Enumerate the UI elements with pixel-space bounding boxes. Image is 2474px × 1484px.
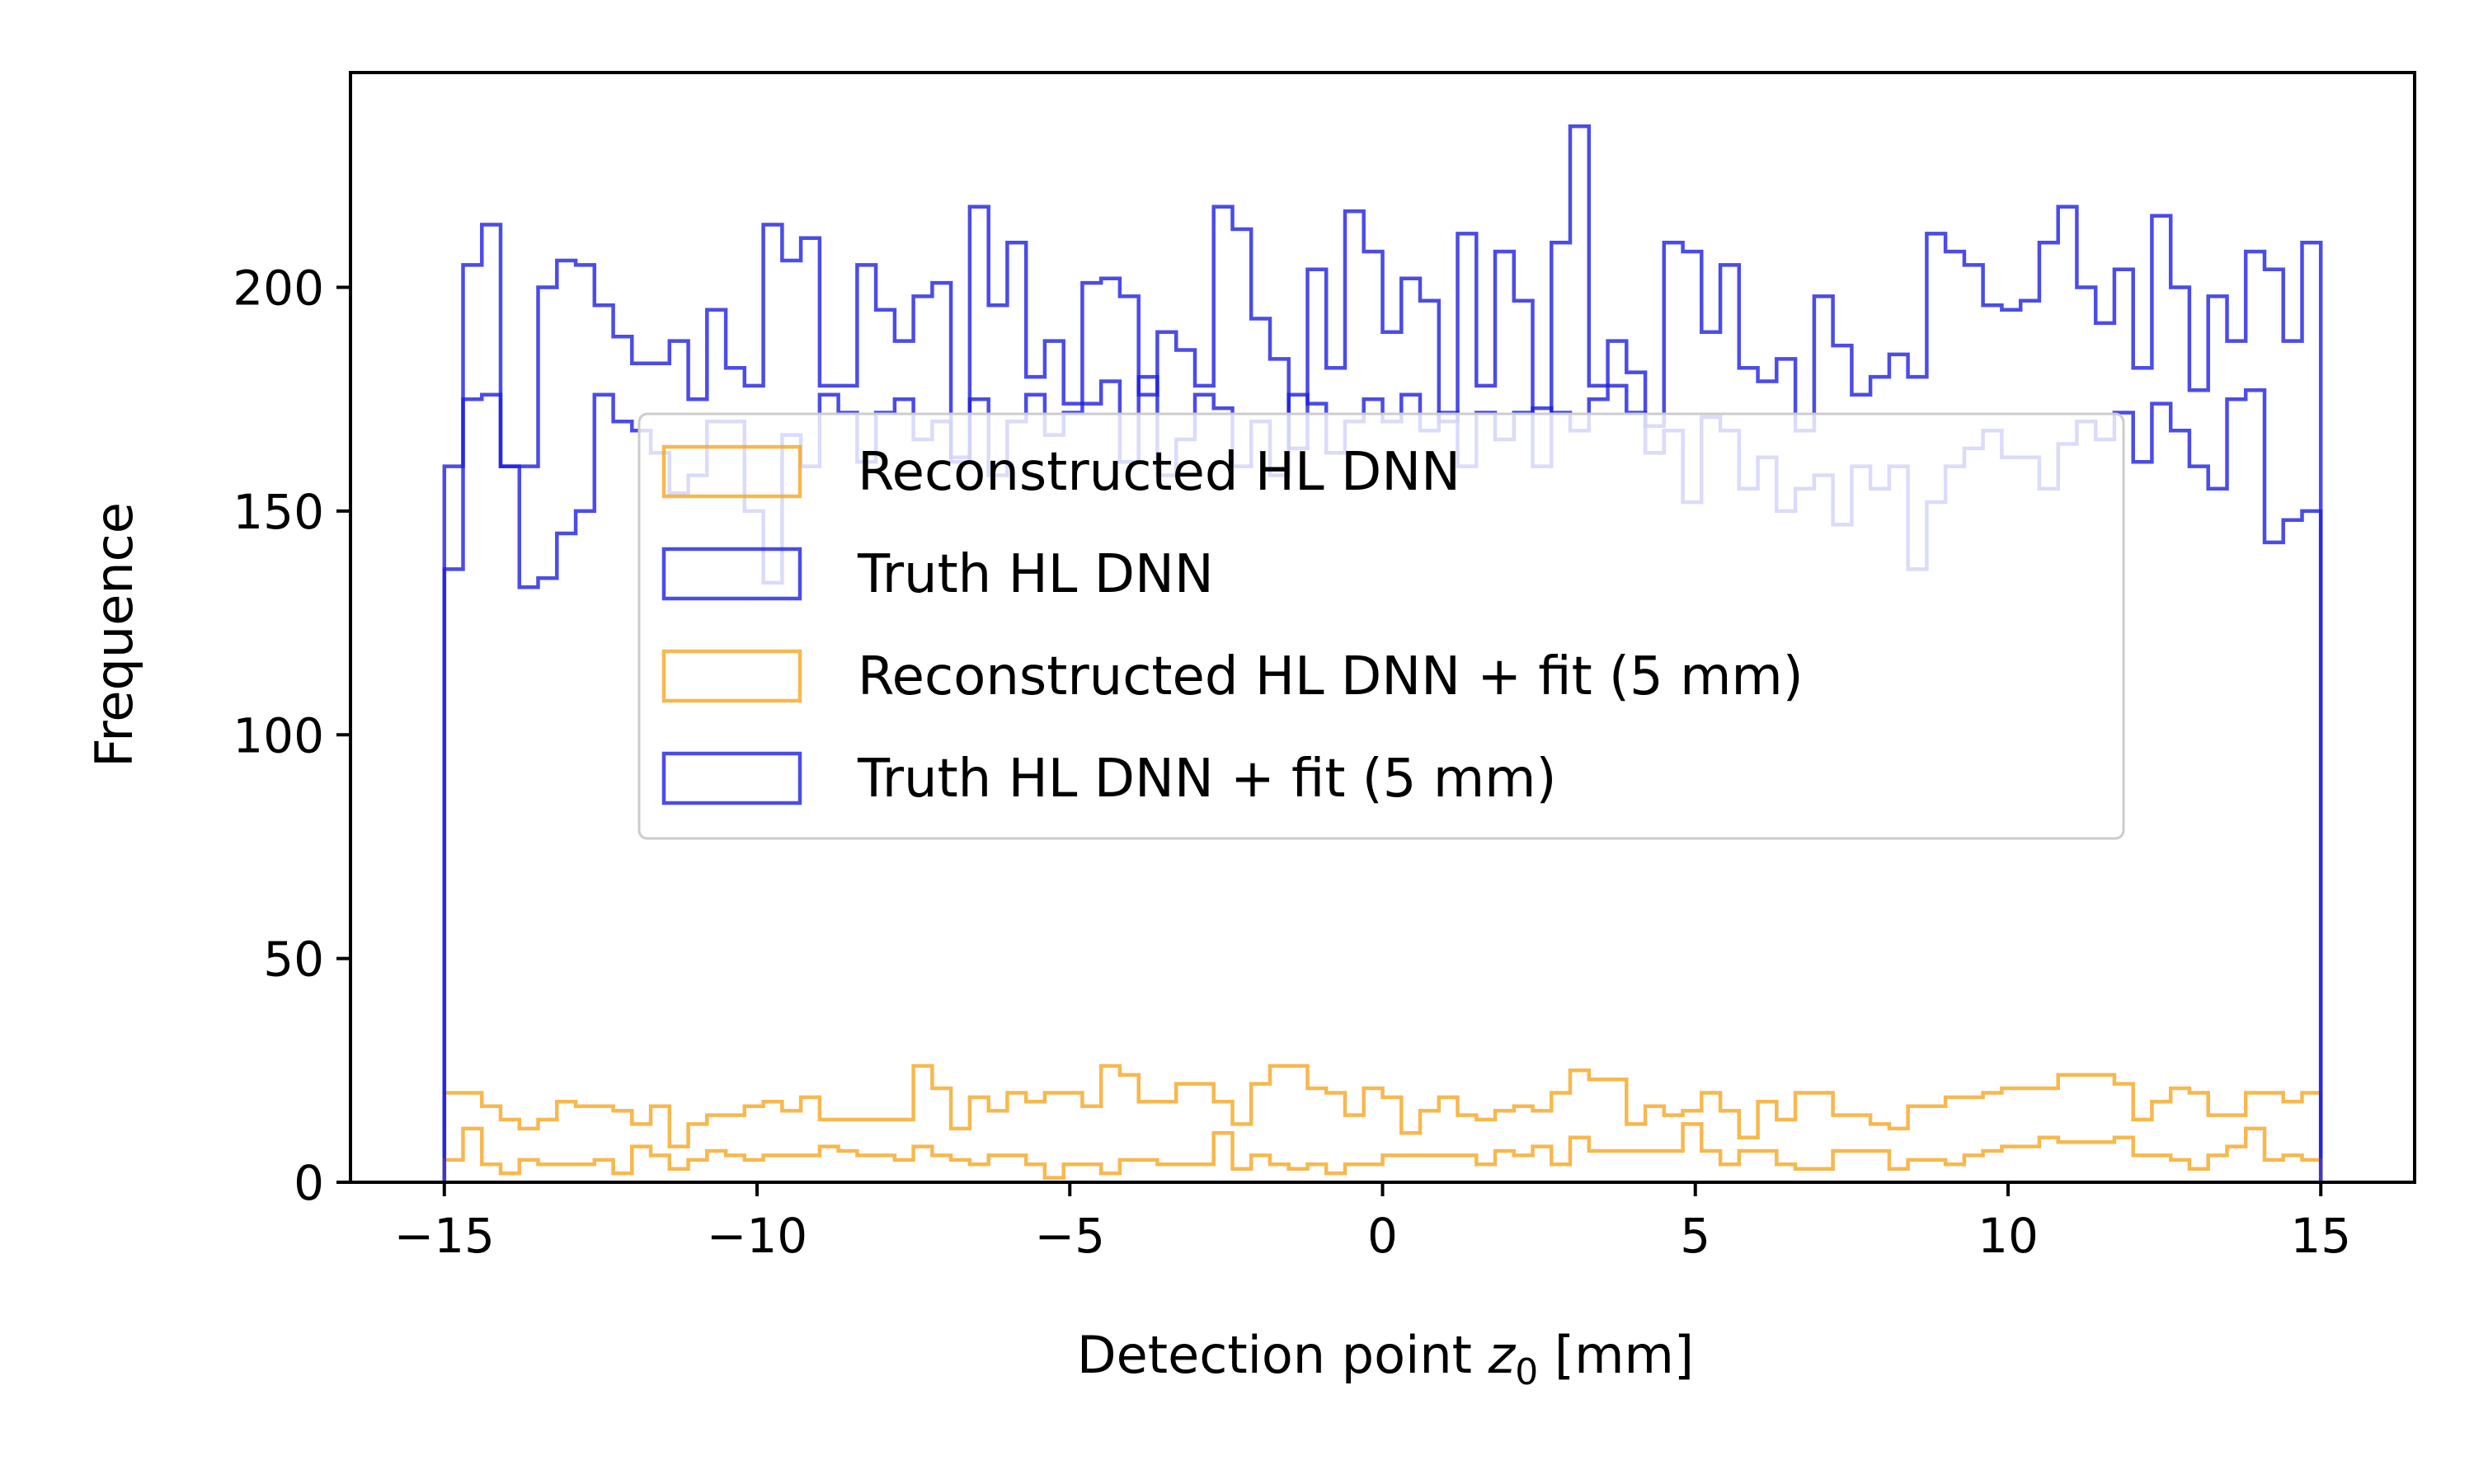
x-tick-label: 15 <box>2290 1208 2351 1264</box>
y-tick-label: 150 <box>233 484 324 540</box>
legend-label-4: Truth HL DNN + fit (5 mm) <box>857 749 1556 810</box>
y-tick-label: 50 <box>263 932 324 988</box>
legend-swatch-3 <box>661 649 802 703</box>
x-tick-label: −5 <box>1035 1208 1106 1264</box>
legend-frame <box>637 412 2125 840</box>
x-tick-label: −10 <box>707 1208 807 1264</box>
legend: Reconstructed HL DNN Truth HL DNN Reconstr… <box>637 412 2125 840</box>
y-tick-label: 100 <box>233 707 324 763</box>
legend-swatch-4 <box>661 751 802 805</box>
y-tick-label: 0 <box>294 1155 324 1211</box>
series-line-1 <box>442 1064 2323 1182</box>
legend-swatch-2 <box>661 547 802 601</box>
x-axis-label: Detection point z0 [mm] <box>1077 1325 1694 1393</box>
legend-label-3: Reconstructed HL DNN + fit (5 mm) <box>858 646 1804 707</box>
legend-label-1: Reconstructed HL DNN <box>858 442 1460 503</box>
series-line-3 <box>442 1122 2323 1182</box>
x-tick-label: −15 <box>394 1208 495 1264</box>
y-tick-label: 200 <box>233 261 324 317</box>
series-line-2 <box>442 124 2323 1182</box>
x-tick-label: 10 <box>1978 1208 2039 1264</box>
x-tick-label: 0 <box>1367 1208 1398 1264</box>
x-tick-label: 5 <box>1680 1208 1710 1264</box>
legend-swatch-1 <box>661 444 802 499</box>
y-axis-label: Frequence <box>84 502 144 768</box>
legend-label-2: Truth HL DNN <box>857 544 1214 605</box>
